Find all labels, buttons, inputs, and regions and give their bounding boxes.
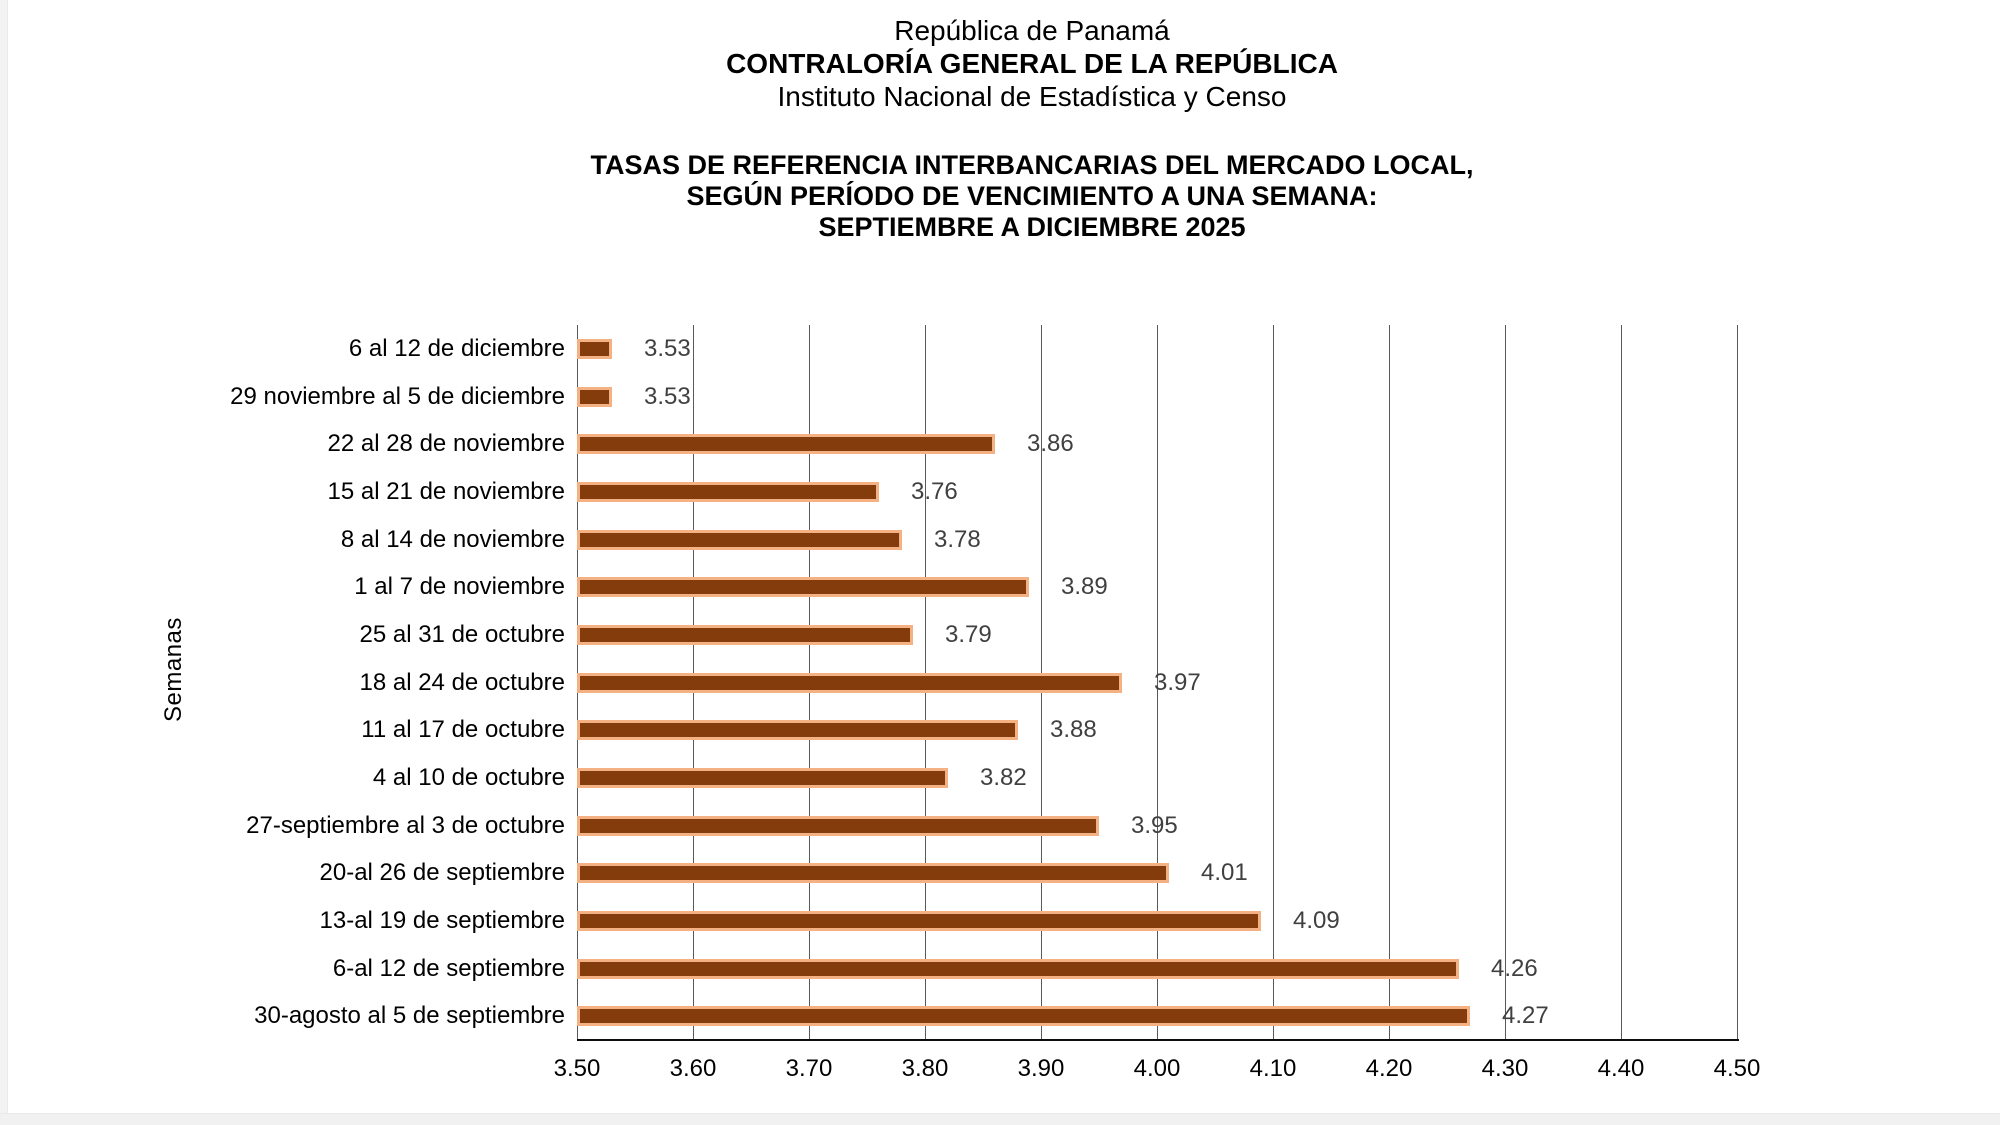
bar — [577, 434, 995, 454]
x-axis-line — [577, 1039, 1739, 1041]
gridline — [1505, 325, 1506, 1040]
gridline — [1737, 325, 1738, 1040]
x-tick-label: 4.10 — [1249, 1055, 1297, 1082]
bar-value-label: 3.82 — [980, 764, 1027, 791]
category-label: 20-al 26 de septiembre — [319, 859, 565, 886]
bar-value-label: 4.09 — [1293, 907, 1340, 934]
category-label: 25 al 31 de octubre — [359, 621, 566, 648]
category-label: 4 al 10 de octubre — [372, 764, 565, 791]
bar — [577, 816, 1099, 836]
bar — [577, 911, 1261, 931]
bar-value-label: 3.79 — [945, 621, 992, 648]
category-label: 27-septiembre al 3 de octubre — [246, 812, 565, 839]
bar-value-label: 4.27 — [1502, 1002, 1549, 1029]
x-tick-label: 4.50 — [1713, 1055, 1761, 1082]
x-tick-label: 3.70 — [785, 1055, 833, 1082]
bar — [577, 720, 1018, 740]
bar — [577, 768, 948, 788]
gridline — [1389, 325, 1390, 1040]
gridline — [1621, 325, 1622, 1040]
bar — [577, 863, 1169, 883]
gridline — [1273, 325, 1274, 1040]
x-tick-label: 3.50 — [553, 1055, 601, 1082]
chart-title: TASAS DE REFERENCIA INTERBANCARIAS DEL M… — [32, 150, 2000, 243]
bar — [577, 482, 879, 502]
chart-title-line2: SEGÚN PERÍODO DE VENCIMIENTO A UNA SEMAN… — [686, 181, 1378, 211]
bar — [577, 530, 902, 550]
header-institute: Instituto Nacional de Estadística y Cens… — [777, 81, 1287, 112]
bar — [577, 1006, 1470, 1026]
bar-value-label: 3.53 — [644, 335, 691, 362]
page-edge-left — [0, 0, 8, 1125]
x-tick-label: 4.00 — [1133, 1055, 1181, 1082]
category-label: 29 noviembre al 5 de diciembre — [230, 383, 565, 410]
category-label: 15 al 21 de noviembre — [327, 478, 566, 505]
category-label: 6 al 12 de diciembre — [348, 335, 565, 362]
x-tick-label: 3.80 — [901, 1055, 949, 1082]
header-country: República de Panamá — [894, 15, 1170, 46]
bar-value-label: 3.88 — [1050, 716, 1097, 743]
bar-value-label: 3.95 — [1131, 812, 1178, 839]
x-tick-label: 3.90 — [1017, 1055, 1065, 1082]
chart-title-line1: TASAS DE REFERENCIA INTERBANCARIAS DEL M… — [590, 150, 1474, 180]
bar-value-label: 3.78 — [934, 526, 981, 553]
category-label: 22 al 28 de noviembre — [327, 430, 566, 457]
bar — [577, 387, 612, 407]
bar-value-label: 4.26 — [1491, 955, 1538, 982]
chart-title-line3: SEPTIEMBRE A DICIEMBRE 2025 — [818, 212, 1246, 242]
category-label: 18 al 24 de octubre — [359, 669, 566, 696]
bar — [577, 577, 1029, 597]
category-label: 30-agosto al 5 de septiembre — [254, 1002, 565, 1029]
bar-value-label: 3.89 — [1061, 573, 1108, 600]
bar — [577, 625, 913, 645]
x-tick-label: 4.30 — [1481, 1055, 1529, 1082]
bar-value-label: 3.97 — [1154, 669, 1201, 696]
gridline — [1157, 325, 1158, 1040]
bar — [577, 959, 1459, 979]
header-institution: CONTRALORÍA GENERAL DE LA REPÚBLICA — [726, 48, 1338, 79]
bar — [577, 673, 1122, 693]
category-label: 8 al 14 de noviembre — [340, 526, 565, 553]
bar-value-label: 3.76 — [911, 478, 958, 505]
bar — [577, 339, 612, 359]
category-label: 13-al 19 de septiembre — [319, 907, 565, 934]
bar-value-label: 3.86 — [1027, 430, 1074, 457]
document-header: República de Panamá CONTRALORÍA GENERAL … — [32, 14, 2000, 113]
bar-value-label: 3.53 — [644, 383, 691, 410]
x-tick-label: 4.40 — [1597, 1055, 1645, 1082]
category-label: 6-al 12 de septiembre — [332, 955, 565, 982]
bar-value-label: 4.01 — [1201, 859, 1248, 886]
page-edge-bottom — [0, 1113, 2000, 1125]
x-tick-label: 4.20 — [1365, 1055, 1413, 1082]
category-label: 11 al 17 de octubre — [361, 716, 565, 743]
category-label: 1 al 7 de noviembre — [354, 573, 565, 600]
x-tick-label: 3.60 — [669, 1055, 717, 1082]
